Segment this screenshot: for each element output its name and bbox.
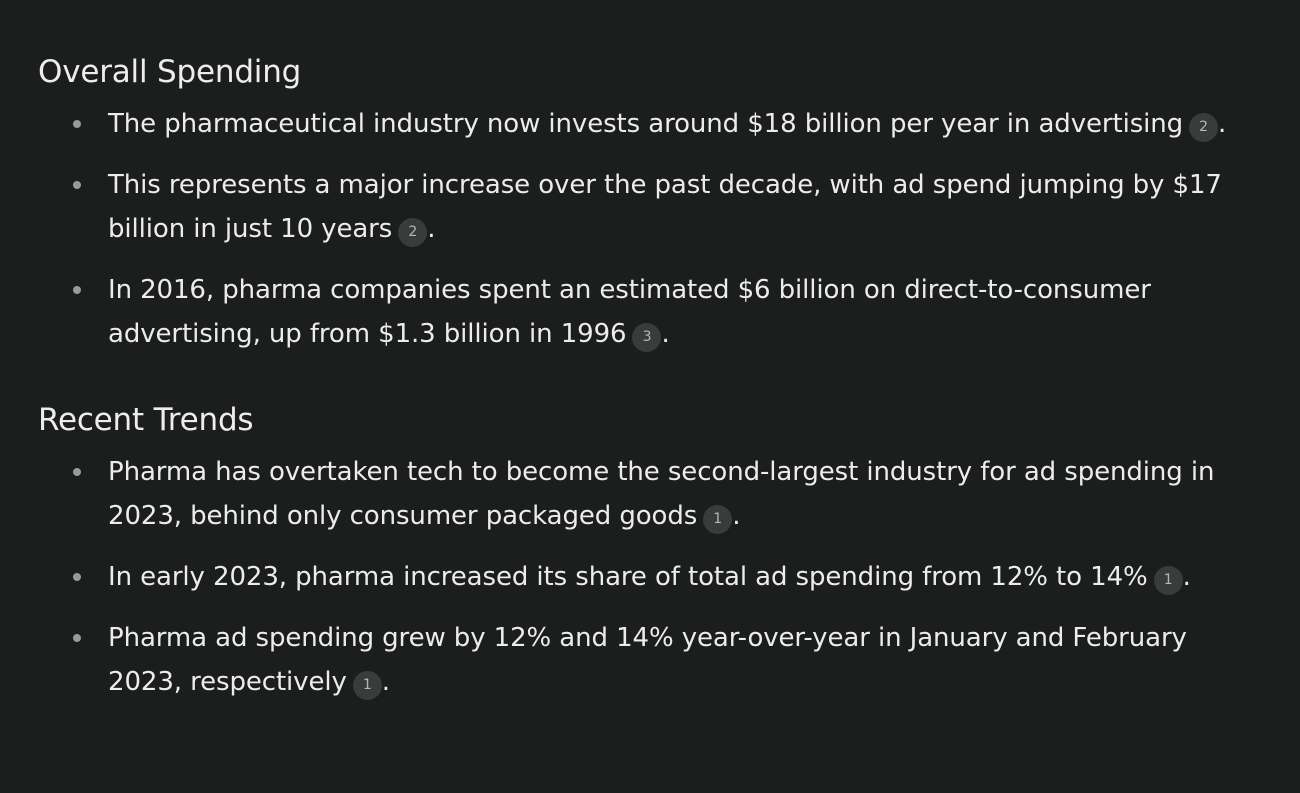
list-item-period: . — [427, 214, 436, 244]
citation-badge[interactable]: 2 — [398, 218, 428, 247]
list-item-period: . — [732, 501, 741, 531]
bullet-list-recent-trends: Pharma has overtaken tech to become the … — [38, 450, 1262, 704]
citation-badge[interactable]: 3 — [632, 323, 662, 352]
section-heading-recent-trends: Recent Trends — [38, 402, 254, 438]
list-item-period: . — [661, 319, 670, 349]
list-item: In early 2023, pharma increased its shar… — [38, 555, 1262, 599]
bullet-icon — [73, 120, 81, 128]
list-item-period: . — [1218, 109, 1227, 139]
bullet-icon — [73, 181, 81, 189]
citation-badge[interactable]: 1 — [1153, 566, 1183, 595]
list-item-text: In early 2023, pharma increased its shar… — [108, 562, 1148, 592]
section-heading-overall-spending: Overall Spending — [38, 54, 302, 90]
list-item: Pharma has overtaken tech to become the … — [38, 450, 1262, 538]
list-item-text: The pharmaceutical industry now invests … — [108, 109, 1184, 139]
list-item-period: . — [1182, 562, 1191, 592]
list-item: This represents a major increase over th… — [38, 163, 1262, 251]
bullet-icon — [73, 468, 81, 476]
citation-badge[interactable]: 1 — [352, 671, 382, 700]
list-item-text: In 2016, pharma companies spent an estim… — [108, 275, 1151, 349]
list-item-text: This represents a major increase over th… — [108, 170, 1222, 244]
bullet-icon — [73, 286, 81, 294]
citation-badge[interactable]: 1 — [703, 505, 733, 534]
list-item-text: Pharma has overtaken tech to become the … — [108, 457, 1215, 531]
bullet-icon — [73, 634, 81, 642]
list-item-text: Pharma ad spending grew by 12% and 14% y… — [108, 623, 1187, 697]
list-item: In 2016, pharma companies spent an estim… — [38, 268, 1262, 356]
list-item: The pharmaceutical industry now invests … — [38, 102, 1262, 146]
citation-badge[interactable]: 2 — [1189, 113, 1219, 142]
list-item-period: . — [381, 667, 390, 697]
bullet-list-overall-spending: The pharmaceutical industry now invests … — [38, 102, 1262, 356]
bullet-icon — [73, 573, 81, 581]
list-item: Pharma ad spending grew by 12% and 14% y… — [38, 616, 1262, 704]
